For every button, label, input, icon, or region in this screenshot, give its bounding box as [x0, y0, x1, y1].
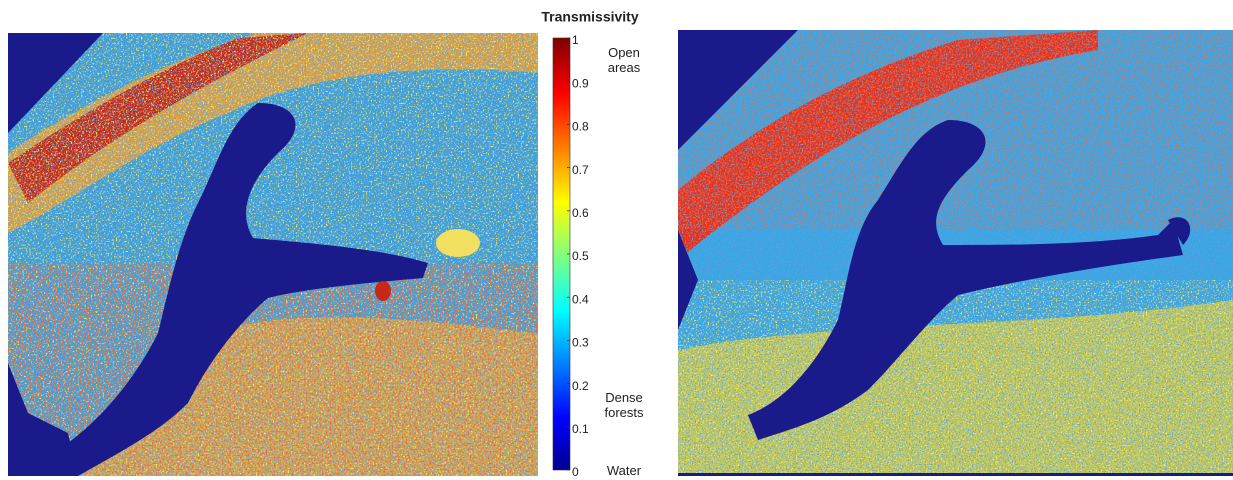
- page: Transmissivity 0 0.1 0.2 0.3 0.4 0.5 0.6 0.7 0.8…: [0, 0, 1233, 480]
- tick-label: 0.4: [572, 292, 589, 306]
- tick-label: 0.9: [572, 76, 589, 90]
- colorbar-annotation: Dense forests: [596, 390, 652, 420]
- tick-label: 0.2: [572, 379, 589, 393]
- tick-label: 0.6: [572, 206, 589, 220]
- tick-label: 0: [572, 465, 579, 479]
- colorbar-title: Transmissivity: [541, 9, 638, 25]
- tick-label: 0.8: [572, 120, 589, 134]
- tick-label: 0.1: [572, 422, 589, 436]
- left-map: [8, 33, 538, 476]
- tick-label: 1: [572, 33, 579, 47]
- tick-label: 0.3: [572, 336, 589, 350]
- tick-label: 0.5: [572, 249, 589, 263]
- tick-label: 0.7: [572, 163, 589, 177]
- colorbar-annotation: Water: [596, 463, 652, 478]
- colorbar-annotation: Open areas: [596, 45, 652, 75]
- right-map: [678, 30, 1233, 476]
